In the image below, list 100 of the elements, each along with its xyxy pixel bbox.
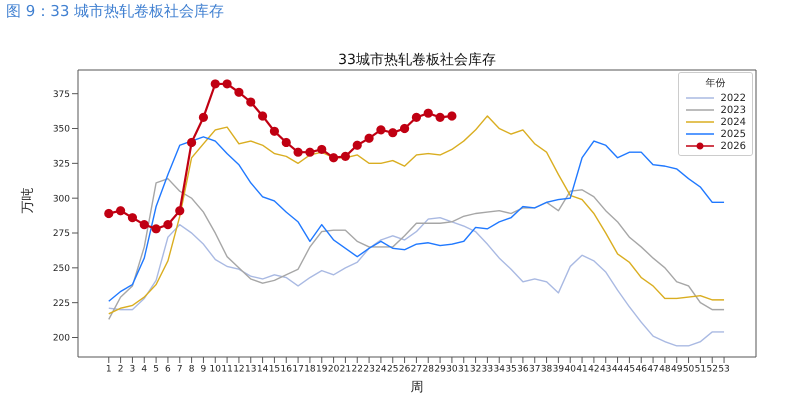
x-tick-label: 17 xyxy=(292,364,304,374)
point xyxy=(270,126,280,136)
y-tick-label: 200 xyxy=(52,334,70,344)
x-tick-label: 7 xyxy=(176,364,183,374)
x-tick-label: 48 xyxy=(659,364,671,374)
x-tick-label: 19 xyxy=(316,364,328,374)
x-tick-label: 27 xyxy=(410,364,422,374)
x-tick-label: 18 xyxy=(304,364,316,374)
point xyxy=(210,79,220,89)
point xyxy=(282,138,291,148)
point xyxy=(104,208,114,218)
x-tick-label: 44 xyxy=(612,364,624,374)
x-tick-label: 50 xyxy=(682,364,695,374)
point xyxy=(140,220,149,230)
x-tick-label: 21 xyxy=(340,364,352,374)
point xyxy=(293,148,303,157)
legend-label: 2024 xyxy=(720,116,746,128)
y-tick-label: 375 xyxy=(52,90,70,100)
x-tick-label: 53 xyxy=(718,364,730,374)
chart-title: 33城市热轧卷板社会库存 xyxy=(337,51,497,69)
point xyxy=(412,112,422,122)
point xyxy=(352,140,362,150)
point xyxy=(424,108,433,118)
point xyxy=(364,134,374,143)
x-tick-label: 26 xyxy=(398,364,411,374)
x-tick-label: 22 xyxy=(352,364,363,374)
y-tick-label: 225 xyxy=(52,298,70,309)
x-tick-label: 5 xyxy=(153,364,159,374)
point xyxy=(116,206,126,216)
x-tick-label: 49 xyxy=(670,364,683,374)
line-series xyxy=(108,216,725,347)
x-tick-label: 14 xyxy=(256,364,269,374)
point xyxy=(376,125,386,135)
x-tick-label: 43 xyxy=(600,364,612,374)
x-tick-label: 8 xyxy=(188,364,195,374)
x-tick-label: 2 xyxy=(118,364,124,374)
x-tick-label: 45 xyxy=(624,364,636,374)
x-tick-label: 41 xyxy=(576,364,588,374)
y-tick-label: 350 xyxy=(52,124,70,135)
y-tick-label: 325 xyxy=(52,160,70,170)
x-tick-label: 9 xyxy=(200,364,207,374)
x-tick-label: 42 xyxy=(588,364,600,374)
line-series xyxy=(108,178,725,320)
x-tick-label: 40 xyxy=(564,364,576,374)
x-tick-label: 38 xyxy=(540,364,553,374)
x-tick-label: 6 xyxy=(165,364,172,374)
x-tick-label: 46 xyxy=(636,364,648,374)
x-tick-label: 13 xyxy=(245,364,256,374)
legend-title: 年份 xyxy=(704,77,726,90)
x-tick-label: 28 xyxy=(422,364,434,374)
caption: 图 9：33 城市热轧卷板社会库存 xyxy=(6,2,224,21)
point xyxy=(198,112,208,122)
x-tick-label: 16 xyxy=(280,364,292,374)
x-tick-label: 10 xyxy=(210,364,222,374)
x-tick-label: 36 xyxy=(517,364,529,374)
point xyxy=(163,220,173,230)
x-tick-label: 20 xyxy=(328,364,340,374)
point xyxy=(222,79,232,89)
legend-label: 2022 xyxy=(720,92,746,104)
x-tick-label: 1 xyxy=(106,364,112,374)
x-tick-label: 47 xyxy=(647,364,659,374)
point xyxy=(246,97,256,107)
point xyxy=(447,111,457,121)
x-tick-label: 39 xyxy=(552,364,564,374)
x-tick-label: 34 xyxy=(494,364,506,374)
legend-label: 2023 xyxy=(720,104,746,116)
point xyxy=(340,152,350,161)
x-tick-label: 33 xyxy=(482,364,494,374)
y-tick-label: 275 xyxy=(52,229,70,240)
point xyxy=(151,224,161,234)
point xyxy=(258,111,268,121)
point xyxy=(128,213,138,222)
x-tick-label: 32 xyxy=(470,364,482,374)
x-tick-label: 37 xyxy=(529,364,540,374)
y-tick-label: 300 xyxy=(52,194,70,204)
legend-label: 2026 xyxy=(720,140,746,152)
x-tick-label: 51 xyxy=(694,364,706,374)
x-tick-label: 24 xyxy=(375,364,387,374)
legend-label: 2025 xyxy=(720,128,746,140)
x-tick-label: 23 xyxy=(363,364,375,374)
point xyxy=(186,138,196,148)
x-tick-label: 15 xyxy=(268,364,280,374)
y-tick-label: 250 xyxy=(52,264,70,274)
x-tick-label: 12 xyxy=(233,364,245,374)
point xyxy=(328,153,338,162)
point xyxy=(388,128,398,138)
x-tick-label: 3 xyxy=(130,364,136,374)
x-tick-label: 4 xyxy=(141,364,148,374)
x-tick-label: 29 xyxy=(434,364,446,374)
x-axis-title: 周 xyxy=(410,380,424,395)
point xyxy=(435,112,445,122)
point xyxy=(317,144,326,154)
y-axis-title: 万吨 xyxy=(20,188,36,214)
x-tick-label: 11 xyxy=(221,364,233,374)
point xyxy=(175,206,184,216)
x-tick-label: 30 xyxy=(446,364,458,374)
x-tick-label: 35 xyxy=(505,364,517,374)
x-tick-label: 52 xyxy=(706,364,718,374)
point xyxy=(400,124,410,134)
x-tick-label: 25 xyxy=(387,364,398,374)
